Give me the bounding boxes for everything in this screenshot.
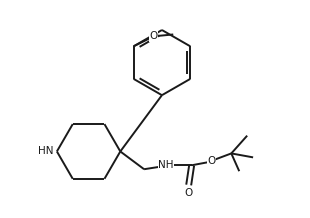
Text: HN: HN [38, 146, 54, 157]
Text: O: O [184, 188, 193, 198]
Text: NH: NH [158, 160, 174, 170]
Text: O: O [207, 156, 216, 166]
Text: O: O [149, 31, 157, 41]
